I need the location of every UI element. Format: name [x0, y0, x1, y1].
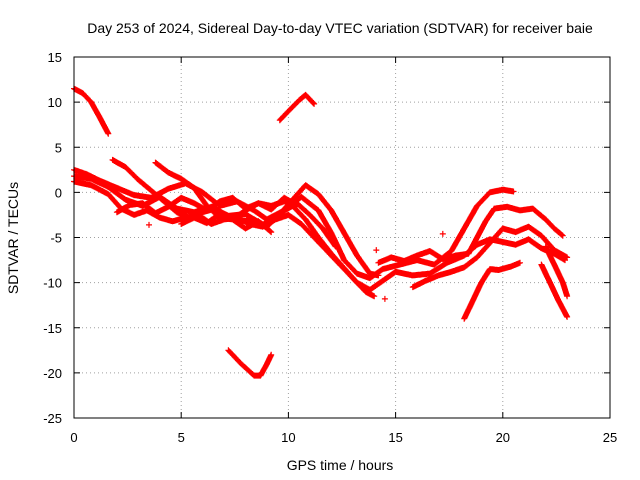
series-markers: [178, 211, 275, 236]
series-markers: [461, 259, 523, 322]
y-tick-label: -20: [43, 366, 62, 381]
x-axis-label: GPS time / hours: [287, 457, 394, 473]
series-trace-10: [178, 211, 275, 236]
series-trace-13: [461, 259, 523, 322]
x-tick-label: 20: [496, 430, 510, 445]
series-markers: [146, 221, 446, 302]
x-tick-label: 5: [178, 430, 185, 445]
x-tick-label: 25: [603, 430, 617, 445]
series-markers: [542, 243, 571, 300]
series-markers: [225, 347, 275, 379]
series-markers: [375, 203, 566, 266]
y-tick-label: -5: [50, 231, 62, 246]
y-tick-label: 15: [48, 50, 62, 65]
axis-ticks: 0 5 10 15 20 25 -25 -20 -15 -10 -5 0 5 10 15: [43, 50, 617, 445]
y-tick-label: 5: [55, 140, 62, 155]
chart-title: Day 253 of 2024, Sidereal Day-to-day VTE…: [87, 20, 593, 36]
x-tick-label: 0: [70, 430, 77, 445]
grid-lines: [74, 57, 610, 418]
data-series: [71, 85, 571, 379]
x-tick-label: 15: [388, 430, 402, 445]
series-trace-3: [225, 347, 275, 379]
series-trace-12: [409, 223, 571, 291]
series-trace-7: [109, 156, 382, 279]
y-tick-label: 10: [48, 95, 62, 110]
series-stray-points: [146, 221, 446, 302]
series-trace-11: [375, 203, 566, 266]
y-axis-label: SDTVAR / TECUs: [5, 182, 21, 294]
y-tick-label: 0: [55, 185, 62, 200]
series-markers: [276, 91, 318, 124]
series-markers: [538, 261, 571, 320]
series-trace-15: [542, 243, 571, 300]
series-markers: [71, 85, 112, 137]
y-tick-label: -25: [43, 411, 62, 426]
series-trace-1: [71, 85, 112, 137]
series-markers: [409, 223, 571, 291]
x-tick-label: 10: [281, 430, 295, 445]
series-markers: [109, 156, 382, 279]
y-tick-label: -15: [43, 321, 62, 336]
series-trace-9: [113, 194, 300, 217]
series-trace-2: [276, 91, 318, 124]
y-tick-label: -10: [43, 276, 62, 291]
series-markers: [113, 194, 300, 217]
series-trace-14: [538, 261, 571, 320]
